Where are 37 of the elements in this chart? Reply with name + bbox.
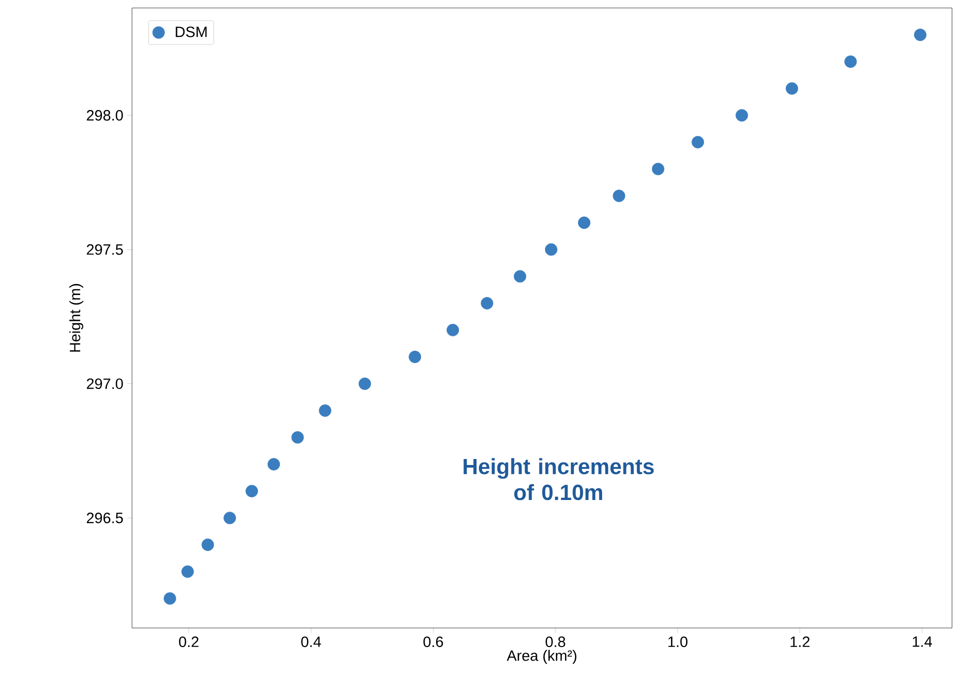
x-tick-label: 0.4: [301, 636, 321, 648]
y-tick-label: 297.5: [86, 244, 123, 255]
point: [268, 458, 280, 470]
legend-label: DSM: [176, 26, 207, 38]
x-tick-label: 0.6: [423, 636, 443, 648]
x-axis-title: Area (km²): [506, 650, 576, 664]
x-tick-label: 1.4: [912, 636, 932, 647]
point: [408, 350, 422, 364]
point: [786, 82, 798, 95]
annotation: Height increments of 0.10m: [464, 458, 654, 500]
y-axis-title: Height (m): [69, 284, 84, 352]
point: [692, 136, 704, 148]
x-tick-label: 1.2: [790, 636, 810, 647]
point: [736, 109, 748, 122]
point: [181, 565, 194, 578]
y-tick-label: 297.0: [86, 378, 123, 390]
point: [480, 297, 494, 310]
point: [202, 538, 214, 551]
x-tick-label: 0.8: [546, 636, 566, 648]
x-tick-label: 1.0: [668, 636, 688, 648]
point: [578, 216, 590, 229]
point: [652, 162, 664, 176]
point: [514, 270, 526, 283]
point: [358, 378, 372, 390]
point: [844, 55, 857, 68]
point: [291, 431, 304, 444]
point: [914, 28, 926, 42]
point: [612, 190, 626, 202]
point: [318, 404, 332, 417]
y-tick-label: 296.5: [86, 512, 123, 524]
point: [544, 243, 558, 256]
point: [246, 484, 258, 498]
point: [446, 324, 459, 336]
point: [164, 592, 176, 605]
point: [224, 512, 236, 524]
x-tick-label: 0.2: [179, 636, 198, 648]
y-tick-label: 298.0: [86, 110, 123, 121]
